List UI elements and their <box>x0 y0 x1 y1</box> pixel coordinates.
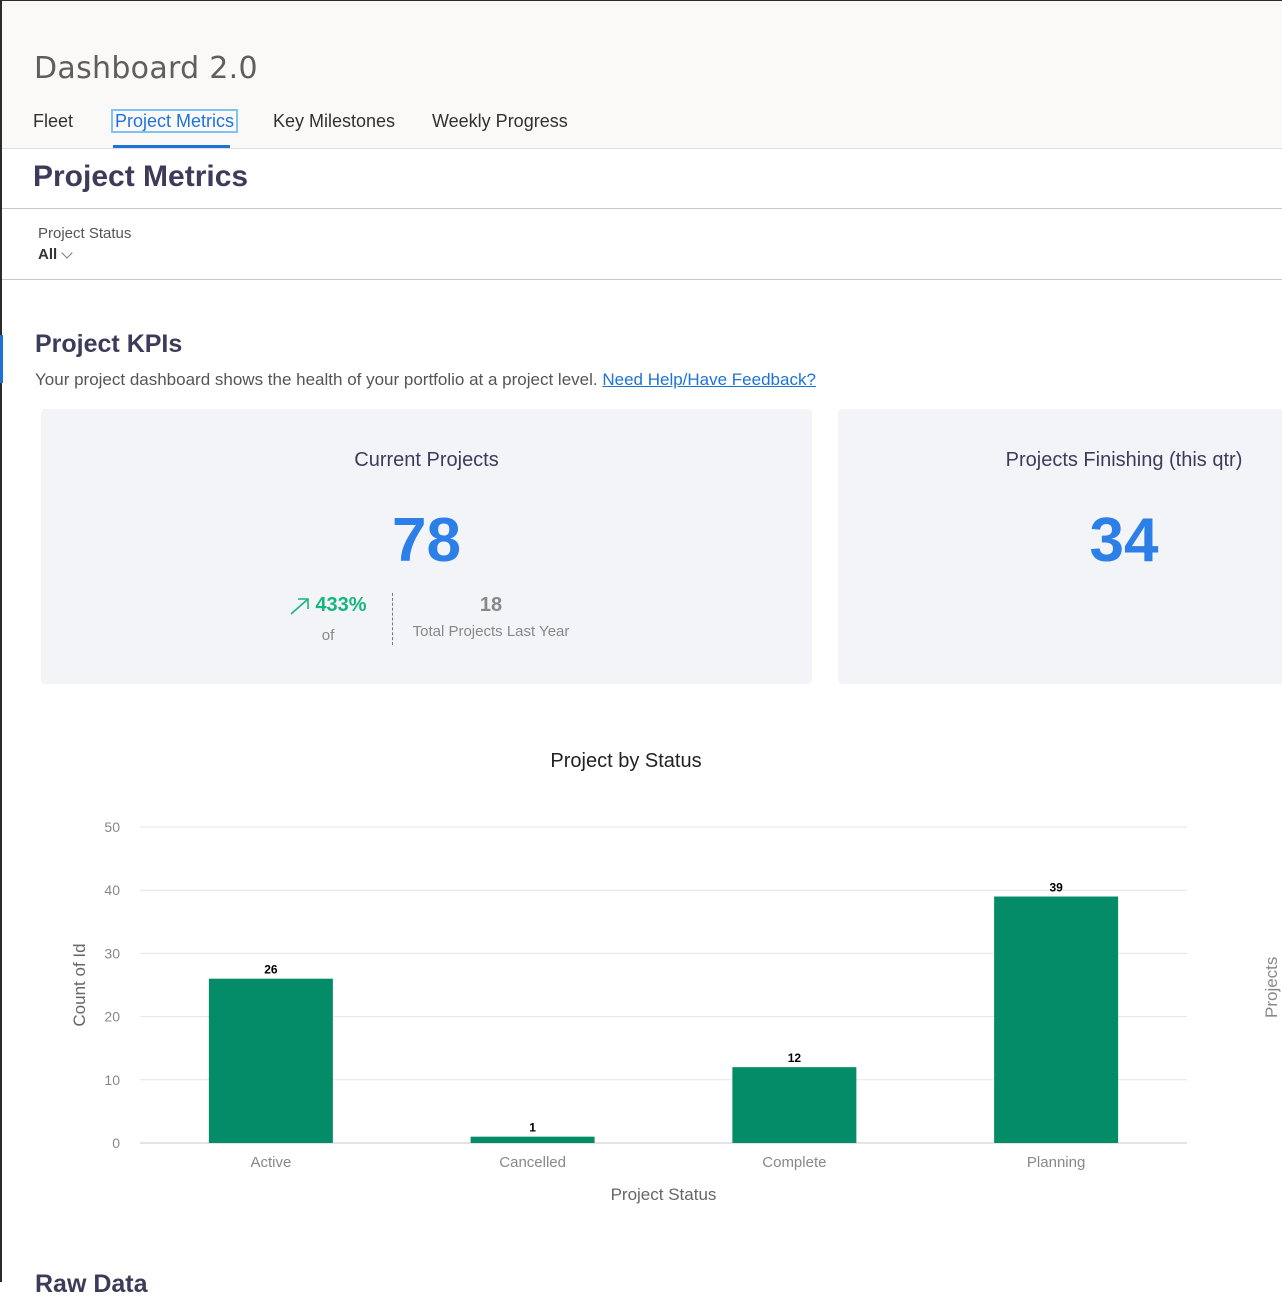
bar <box>470 1136 595 1143</box>
kpi-card-title: Current Projects <box>354 449 499 471</box>
kpi-card-value: 34 <box>1089 506 1159 575</box>
kpi-description-text: Your project dashboard shows the health … <box>35 370 598 389</box>
data-label: 1 <box>529 1121 536 1135</box>
data-label: 12 <box>788 1051 802 1065</box>
kpi-card-current-projects: Current Projects 78 433% of 18 Total Pro… <box>41 409 812 684</box>
x-tick-label: Active <box>250 1154 291 1171</box>
trend-block: 433% of <box>286 594 370 644</box>
y-tick-label: 0 <box>112 1135 120 1151</box>
data-label: 26 <box>264 963 278 977</box>
y-tick-label: 50 <box>104 819 120 835</box>
trend-of-label: of <box>321 626 335 644</box>
last-year-value: 18 <box>479 594 503 616</box>
raw-data-heading: Raw Data <box>35 1270 148 1298</box>
kpi-divider <box>392 593 393 645</box>
data-label: 39 <box>1049 881 1063 895</box>
window-frame-left <box>0 0 2 1282</box>
y-tick-label: 10 <box>104 1072 120 1088</box>
x-tick-label: Cancelled <box>499 1154 566 1171</box>
kpi-heading: Project KPIs <box>35 330 183 358</box>
chevron-down-icon <box>61 246 73 259</box>
kpi-card-projects-finishing: Projects Finishing (this qtr) 34 <box>838 409 1282 684</box>
kpi-card-title: Projects Finishing (this qtr) <box>1005 449 1243 471</box>
trend-up-icon <box>290 597 310 615</box>
x-axis-title: Project Status <box>611 1185 717 1204</box>
y-tick-label: 20 <box>104 1009 120 1025</box>
filter-value: All <box>38 246 58 263</box>
bar <box>208 978 333 1143</box>
x-tick-label: Complete <box>762 1154 826 1171</box>
page-title: Project Metrics <box>33 160 249 193</box>
tab-fleet[interactable]: Fleet <box>33 111 74 131</box>
side-chart-axis-label: Projects <box>1262 956 1281 1018</box>
trend-percentage: 433% <box>315 594 367 616</box>
tab-weekly-progress[interactable]: Weekly Progress <box>432 111 568 131</box>
project-status-bar-chart: 0 10 20 30 40 50 26 Active 1 Cancelled 12 Complete 3… <box>70 819 1187 1204</box>
active-tab-indicator <box>113 145 230 148</box>
last-year-block: 18 Total Projects Last Year <box>406 594 576 640</box>
filter-label: Project Status <box>38 225 132 242</box>
window-frame-top <box>0 0 1282 1</box>
y-axis-title: Count of Id <box>70 943 89 1026</box>
help-feedback-link[interactable]: Need Help/Have Feedback? <box>602 370 816 389</box>
tab-key-milestones[interactable]: Key Milestones <box>273 111 396 131</box>
app-title: Dashboard 2.0 <box>34 51 258 86</box>
x-tick-label: Planning <box>1027 1154 1085 1171</box>
kpi-card-value: 78 <box>392 506 461 575</box>
bar <box>994 896 1119 1143</box>
bar <box>732 1067 857 1143</box>
section-accent <box>0 335 3 383</box>
chart-title: Project by Status <box>550 750 702 772</box>
y-tick-label: 30 <box>104 945 120 961</box>
tab-project-metrics[interactable]: Project Metrics <box>110 109 239 133</box>
kpi-description: Your project dashboard shows the health … <box>35 370 816 390</box>
project-status-filter: Project Status All <box>38 225 131 264</box>
last-year-label: Total Projects Last Year <box>412 623 570 640</box>
y-tick-label: 40 <box>104 882 120 898</box>
divider <box>2 279 1282 280</box>
divider <box>2 208 1282 209</box>
app-header: Dashboard 2.0 Fleet Project Metrics Key … <box>2 1 1282 149</box>
filter-dropdown[interactable]: All <box>38 246 73 263</box>
